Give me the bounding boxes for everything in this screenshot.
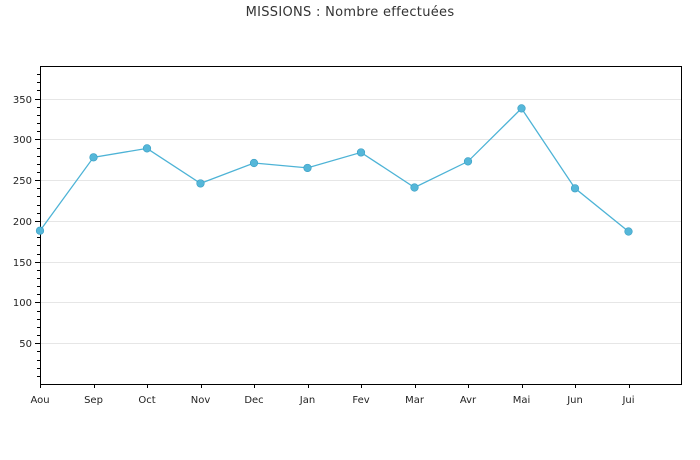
series-layer bbox=[35, 104, 633, 236]
series-line bbox=[39, 107, 629, 233]
data-point bbox=[624, 227, 633, 236]
plot-area-frame bbox=[40, 66, 682, 385]
x-tick-label: Dec bbox=[244, 395, 263, 406]
y-tick-label: 200 bbox=[13, 217, 32, 228]
x-tick-label: Jan bbox=[299, 395, 315, 406]
gridlines bbox=[40, 99, 681, 344]
y-tick-label: 300 bbox=[13, 135, 32, 146]
y-tick-label: 50 bbox=[19, 339, 32, 350]
axis-ticks bbox=[35, 74, 630, 388]
y-tick-label: 100 bbox=[13, 298, 32, 309]
data-point bbox=[410, 183, 419, 192]
x-tick-label: Mai bbox=[513, 395, 531, 406]
y-tick-label: 150 bbox=[13, 258, 32, 269]
x-tick-label: Jui bbox=[621, 395, 634, 406]
x-tick-label: Aou bbox=[30, 395, 49, 406]
data-point bbox=[303, 163, 312, 173]
data-point bbox=[570, 184, 580, 193]
y-tick-label: 250 bbox=[13, 176, 32, 187]
data-point bbox=[89, 153, 98, 162]
x-tick-label: Mar bbox=[405, 395, 425, 406]
data-point bbox=[249, 158, 259, 168]
x-tick-label: Nov bbox=[191, 395, 211, 406]
x-tick-label: Avr bbox=[460, 395, 477, 406]
data-point bbox=[517, 104, 526, 113]
data-point bbox=[356, 148, 366, 157]
data-point bbox=[463, 157, 473, 166]
data-point bbox=[142, 144, 152, 153]
y-tick-label: 350 bbox=[13, 95, 32, 106]
x-tick-label: Fev bbox=[352, 395, 369, 406]
data-point bbox=[35, 226, 45, 235]
axis-labels: 50 100 150 200 250 300 350 Aou Sep Oct Nov Dec Jan Fe… bbox=[13, 95, 635, 406]
data-point bbox=[196, 179, 205, 188]
x-tick-label: Sep bbox=[84, 395, 103, 406]
x-tick-label: Jun bbox=[566, 395, 583, 406]
chart-title: MISSIONS : Nombre effectuées bbox=[245, 5, 455, 20]
x-tick-label: Oct bbox=[138, 395, 155, 406]
